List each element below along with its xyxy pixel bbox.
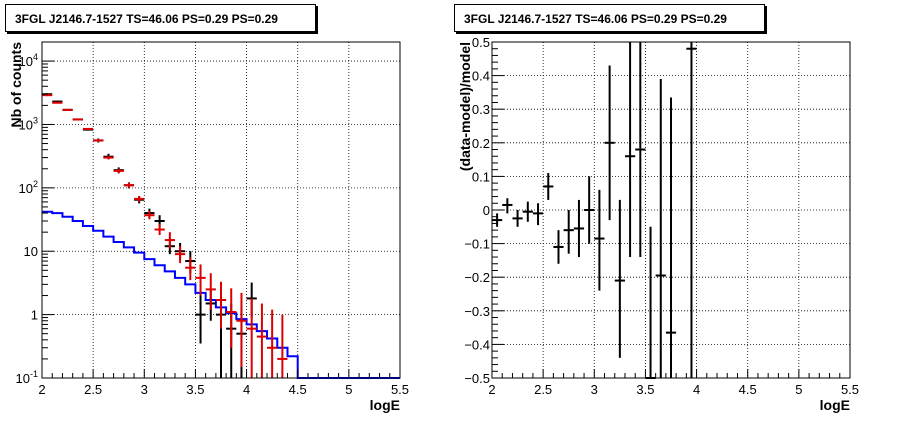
x-tick-label: 4	[243, 382, 250, 397]
chart-title-right: 3FGL J2146.7-1527 TS=46.06 PS=0.29 PS=0.…	[454, 4, 765, 32]
x-tick-label: 5.5	[391, 382, 409, 397]
y-tick-label: 103	[19, 115, 38, 132]
y-tick-label: −0.2	[464, 270, 490, 285]
y-tick-label: 0.5	[472, 35, 490, 50]
y-tick-label: 1	[31, 308, 38, 323]
y-axis-title: Nb of counts	[8, 42, 24, 128]
y-tick-label: 0.1	[472, 169, 490, 184]
x-tick-label: 4	[693, 382, 700, 397]
x-tick-label: 2	[38, 382, 45, 397]
x-tick-label: 2.5	[84, 382, 102, 397]
x-tick-label: 2	[488, 382, 495, 397]
x-tick-label: 5	[795, 382, 802, 397]
y-tick-label: 104	[19, 52, 38, 69]
y-tick-label: 0	[483, 203, 490, 218]
x-tick-label: 4.5	[739, 382, 757, 397]
chart-title-left: 3FGL J2146.7-1527 TS=46.06 PS=0.29 PS=0.…	[5, 4, 316, 32]
y-axis-title: (data-model)/model	[457, 42, 473, 171]
x-tick-label: 3	[591, 382, 598, 397]
y-tick-label: 10-1	[16, 369, 38, 386]
x-tick-label: 5	[345, 382, 352, 397]
x-tick-label: 4.5	[289, 382, 307, 397]
y-tick-label: 102	[19, 179, 38, 196]
y-tick-label: −0.3	[464, 304, 490, 319]
x-tick-label: 3	[141, 382, 148, 397]
y-tick-label: −0.5	[464, 371, 490, 386]
x-tick-label: 2.5	[534, 382, 552, 397]
x-tick-label: 3.5	[636, 382, 654, 397]
y-tick-label: 0.3	[472, 102, 490, 117]
y-tick-label: 10	[24, 244, 38, 259]
x-axis-title: logE	[370, 397, 400, 413]
y-tick-label: −0.1	[464, 237, 490, 252]
x-tick-label: 5.5	[841, 382, 859, 397]
plot-frame	[41, 41, 401, 379]
y-tick-label: 0.2	[472, 136, 490, 151]
x-axis-title: logE	[820, 397, 850, 413]
y-tick-label: −0.4	[464, 337, 490, 352]
y-tick-label: 0.4	[472, 69, 490, 84]
x-tick-label: 3.5	[186, 382, 204, 397]
